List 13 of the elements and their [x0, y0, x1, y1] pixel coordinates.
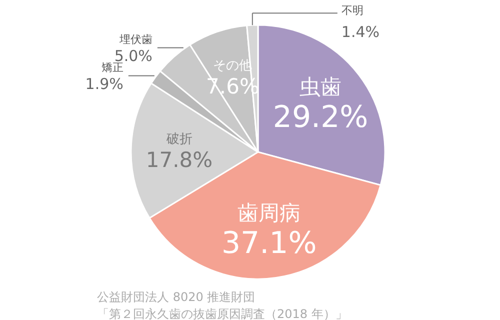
- slice-label: 埋伏歯: [118, 32, 152, 46]
- slice-label: 破折: [165, 132, 192, 148]
- data-label: 1.4%: [341, 23, 380, 42]
- slice-label: 矯正: [101, 60, 124, 74]
- data-label: 17.8%: [146, 148, 213, 172]
- text: 「第２回永久歯の抜歯原因調査（2018 年）」: [97, 307, 348, 320]
- slice-label: 不明: [341, 4, 364, 18]
- slice-label: 歯周病: [238, 200, 301, 225]
- data-label: 29.2%: [272, 100, 368, 136]
- data-label: 1.9%: [85, 74, 124, 93]
- data-label: 37.1%: [221, 226, 317, 261]
- text: 公益財団法人 8020 推進財団: [97, 290, 256, 304]
- slice-label: 虫歯: [300, 75, 342, 100]
